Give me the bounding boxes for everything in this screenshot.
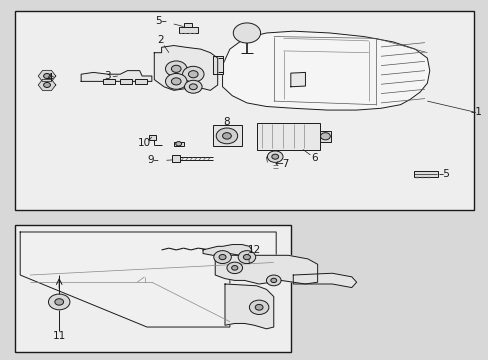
Text: 6: 6	[310, 153, 317, 163]
Polygon shape	[222, 31, 429, 110]
Polygon shape	[203, 244, 251, 255]
Polygon shape	[215, 255, 317, 284]
Text: 10: 10	[138, 139, 151, 148]
Circle shape	[213, 251, 231, 264]
Polygon shape	[20, 232, 276, 327]
Circle shape	[216, 128, 237, 144]
Polygon shape	[224, 284, 273, 329]
Text: –5: –5	[438, 169, 449, 179]
Circle shape	[188, 71, 198, 78]
Circle shape	[270, 278, 276, 283]
Circle shape	[171, 65, 181, 72]
Polygon shape	[38, 71, 56, 82]
Circle shape	[266, 275, 281, 286]
Text: ←7: ←7	[274, 159, 289, 169]
Bar	[212, 125, 242, 146]
Circle shape	[171, 78, 181, 85]
Bar	[149, 135, 156, 140]
Text: –1: –1	[469, 107, 481, 117]
Circle shape	[222, 133, 231, 139]
Circle shape	[175, 141, 181, 146]
Bar	[183, 23, 192, 27]
Bar	[103, 78, 115, 84]
Circle shape	[182, 66, 203, 82]
Text: 4: 4	[46, 73, 53, 83]
Bar	[172, 155, 179, 162]
Circle shape	[255, 305, 263, 310]
Circle shape	[43, 73, 50, 78]
Circle shape	[48, 294, 70, 310]
Circle shape	[43, 82, 50, 87]
Bar	[15, 12, 473, 211]
Polygon shape	[38, 79, 56, 91]
Polygon shape	[290, 72, 305, 87]
Bar	[178, 27, 198, 33]
Text: 8: 8	[223, 117, 229, 127]
Circle shape	[219, 255, 225, 260]
Text: 5–: 5–	[155, 17, 167, 27]
Text: 9–: 9–	[147, 155, 159, 165]
Circle shape	[55, 299, 63, 305]
Text: 3: 3	[103, 71, 110, 81]
Polygon shape	[293, 273, 356, 288]
Circle shape	[226, 262, 242, 274]
Text: 12: 12	[247, 245, 260, 255]
Bar	[120, 78, 132, 84]
Circle shape	[243, 255, 250, 260]
Circle shape	[233, 23, 260, 43]
Polygon shape	[212, 56, 222, 74]
Bar	[320, 131, 330, 141]
Circle shape	[249, 300, 268, 315]
Circle shape	[320, 133, 330, 140]
Circle shape	[238, 251, 255, 264]
Text: 2: 2	[157, 35, 163, 45]
Bar	[135, 78, 147, 84]
Bar	[256, 123, 320, 149]
Circle shape	[189, 84, 197, 90]
Polygon shape	[81, 71, 152, 81]
Bar	[15, 225, 290, 352]
Bar	[173, 141, 183, 146]
Bar	[413, 171, 437, 177]
Circle shape	[165, 61, 186, 77]
Circle shape	[165, 73, 186, 89]
Polygon shape	[154, 45, 217, 90]
Circle shape	[267, 151, 283, 162]
Circle shape	[271, 154, 278, 159]
Circle shape	[184, 80, 202, 93]
Text: 11: 11	[53, 331, 66, 341]
Circle shape	[231, 266, 237, 270]
